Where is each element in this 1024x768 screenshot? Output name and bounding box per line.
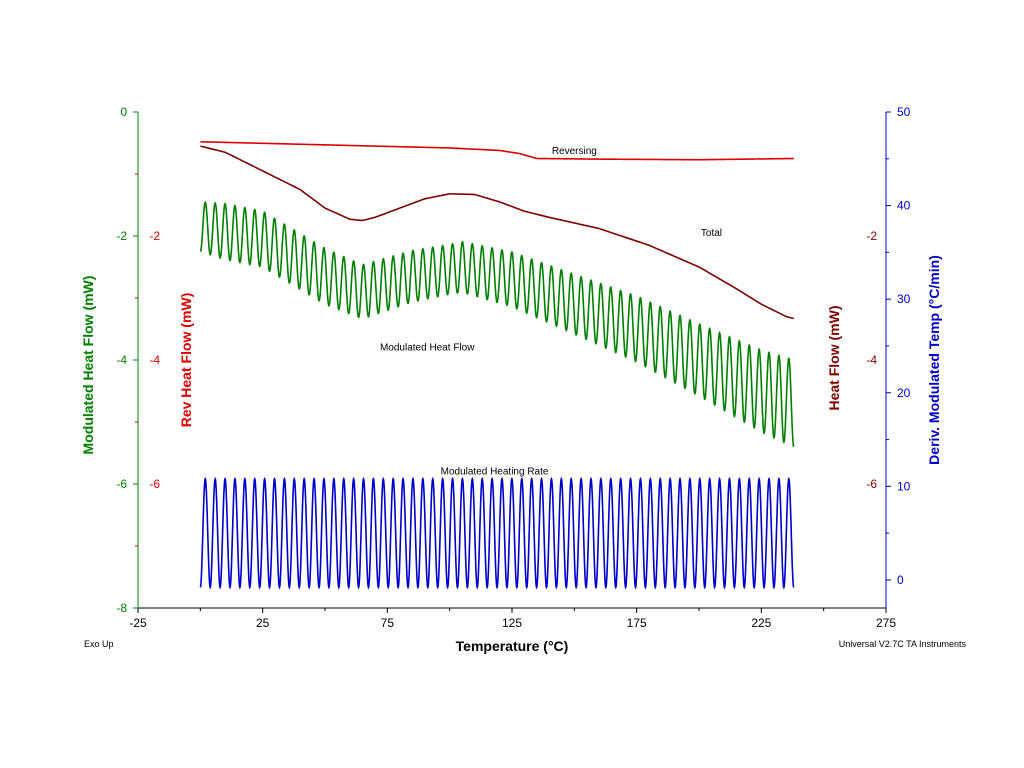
left-tick-label: 0 [120,105,127,119]
series-line-total [200,145,794,320]
left-tick-label: -6 [116,477,127,491]
left-tick-label: -8 [116,601,127,615]
series-line-modulated-heating-rate [199,476,795,590]
left-tick-label: -4 [116,353,127,367]
series-layer [199,140,795,590]
left-axis-title-red: Rev Heat Flow (mW) [178,293,194,428]
x-tick-label: 275 [876,616,896,630]
series-annotation: Modulated Heating Rate [441,467,549,478]
series-annotation: Total [701,228,722,239]
right-axis-title-temp: Deriv. Modulated Temp (°C/min) [926,255,942,465]
right-heatflow-tick-label: -4 [866,353,877,367]
right-temp-tick-label: 0 [897,573,904,587]
right-temp-tick-label: 40 [897,199,911,213]
left-axis-title-green: Modulated Heat Flow (mW) [80,276,96,455]
right-temp-tick-label: 10 [897,479,911,493]
left-red-tick-label: -2 [149,229,160,243]
x-tick-label: 25 [256,616,270,630]
x-tick-label: 225 [751,616,771,630]
x-axis-title: Temperature (°C) [456,638,569,654]
x-tick-label: 75 [381,616,395,630]
labels-layer: Temperature (°C) Modulated Heat Flow (mW… [80,146,966,654]
series-line-modulated-heat-flow [199,201,795,448]
series-annotation: Modulated Heat Flow [380,343,475,354]
x-tick-label: 175 [627,616,647,630]
right-temp-tick-label: 30 [897,292,911,306]
right-axis-title-heatflow: Heat Flow (mW) [826,306,842,411]
right-temp-tick-label: 50 [897,105,911,119]
footer-instrument: Universal V2.7C TA Instruments [839,639,967,649]
right-heatflow-tick-label: -6 [866,477,877,491]
series-annotation: Reversing [552,146,597,157]
left-tick-label: -2 [116,229,127,243]
x-tick-label: 125 [502,616,522,630]
right-heatflow-tick-label: -2 [866,229,877,243]
left-red-tick-label: -4 [149,353,160,367]
axes-layer: -25 25 75 125 175 225 275 0 -2 -4 -6 -8 -2 -4 -6 -2 -4 -6… [116,105,910,630]
footer-exo-up: Exo Up [84,639,114,649]
series-line-reversing [200,140,794,161]
left-red-tick-label: -6 [149,477,160,491]
right-temp-tick-label: 20 [897,386,911,400]
x-tick-label: -25 [129,616,147,630]
